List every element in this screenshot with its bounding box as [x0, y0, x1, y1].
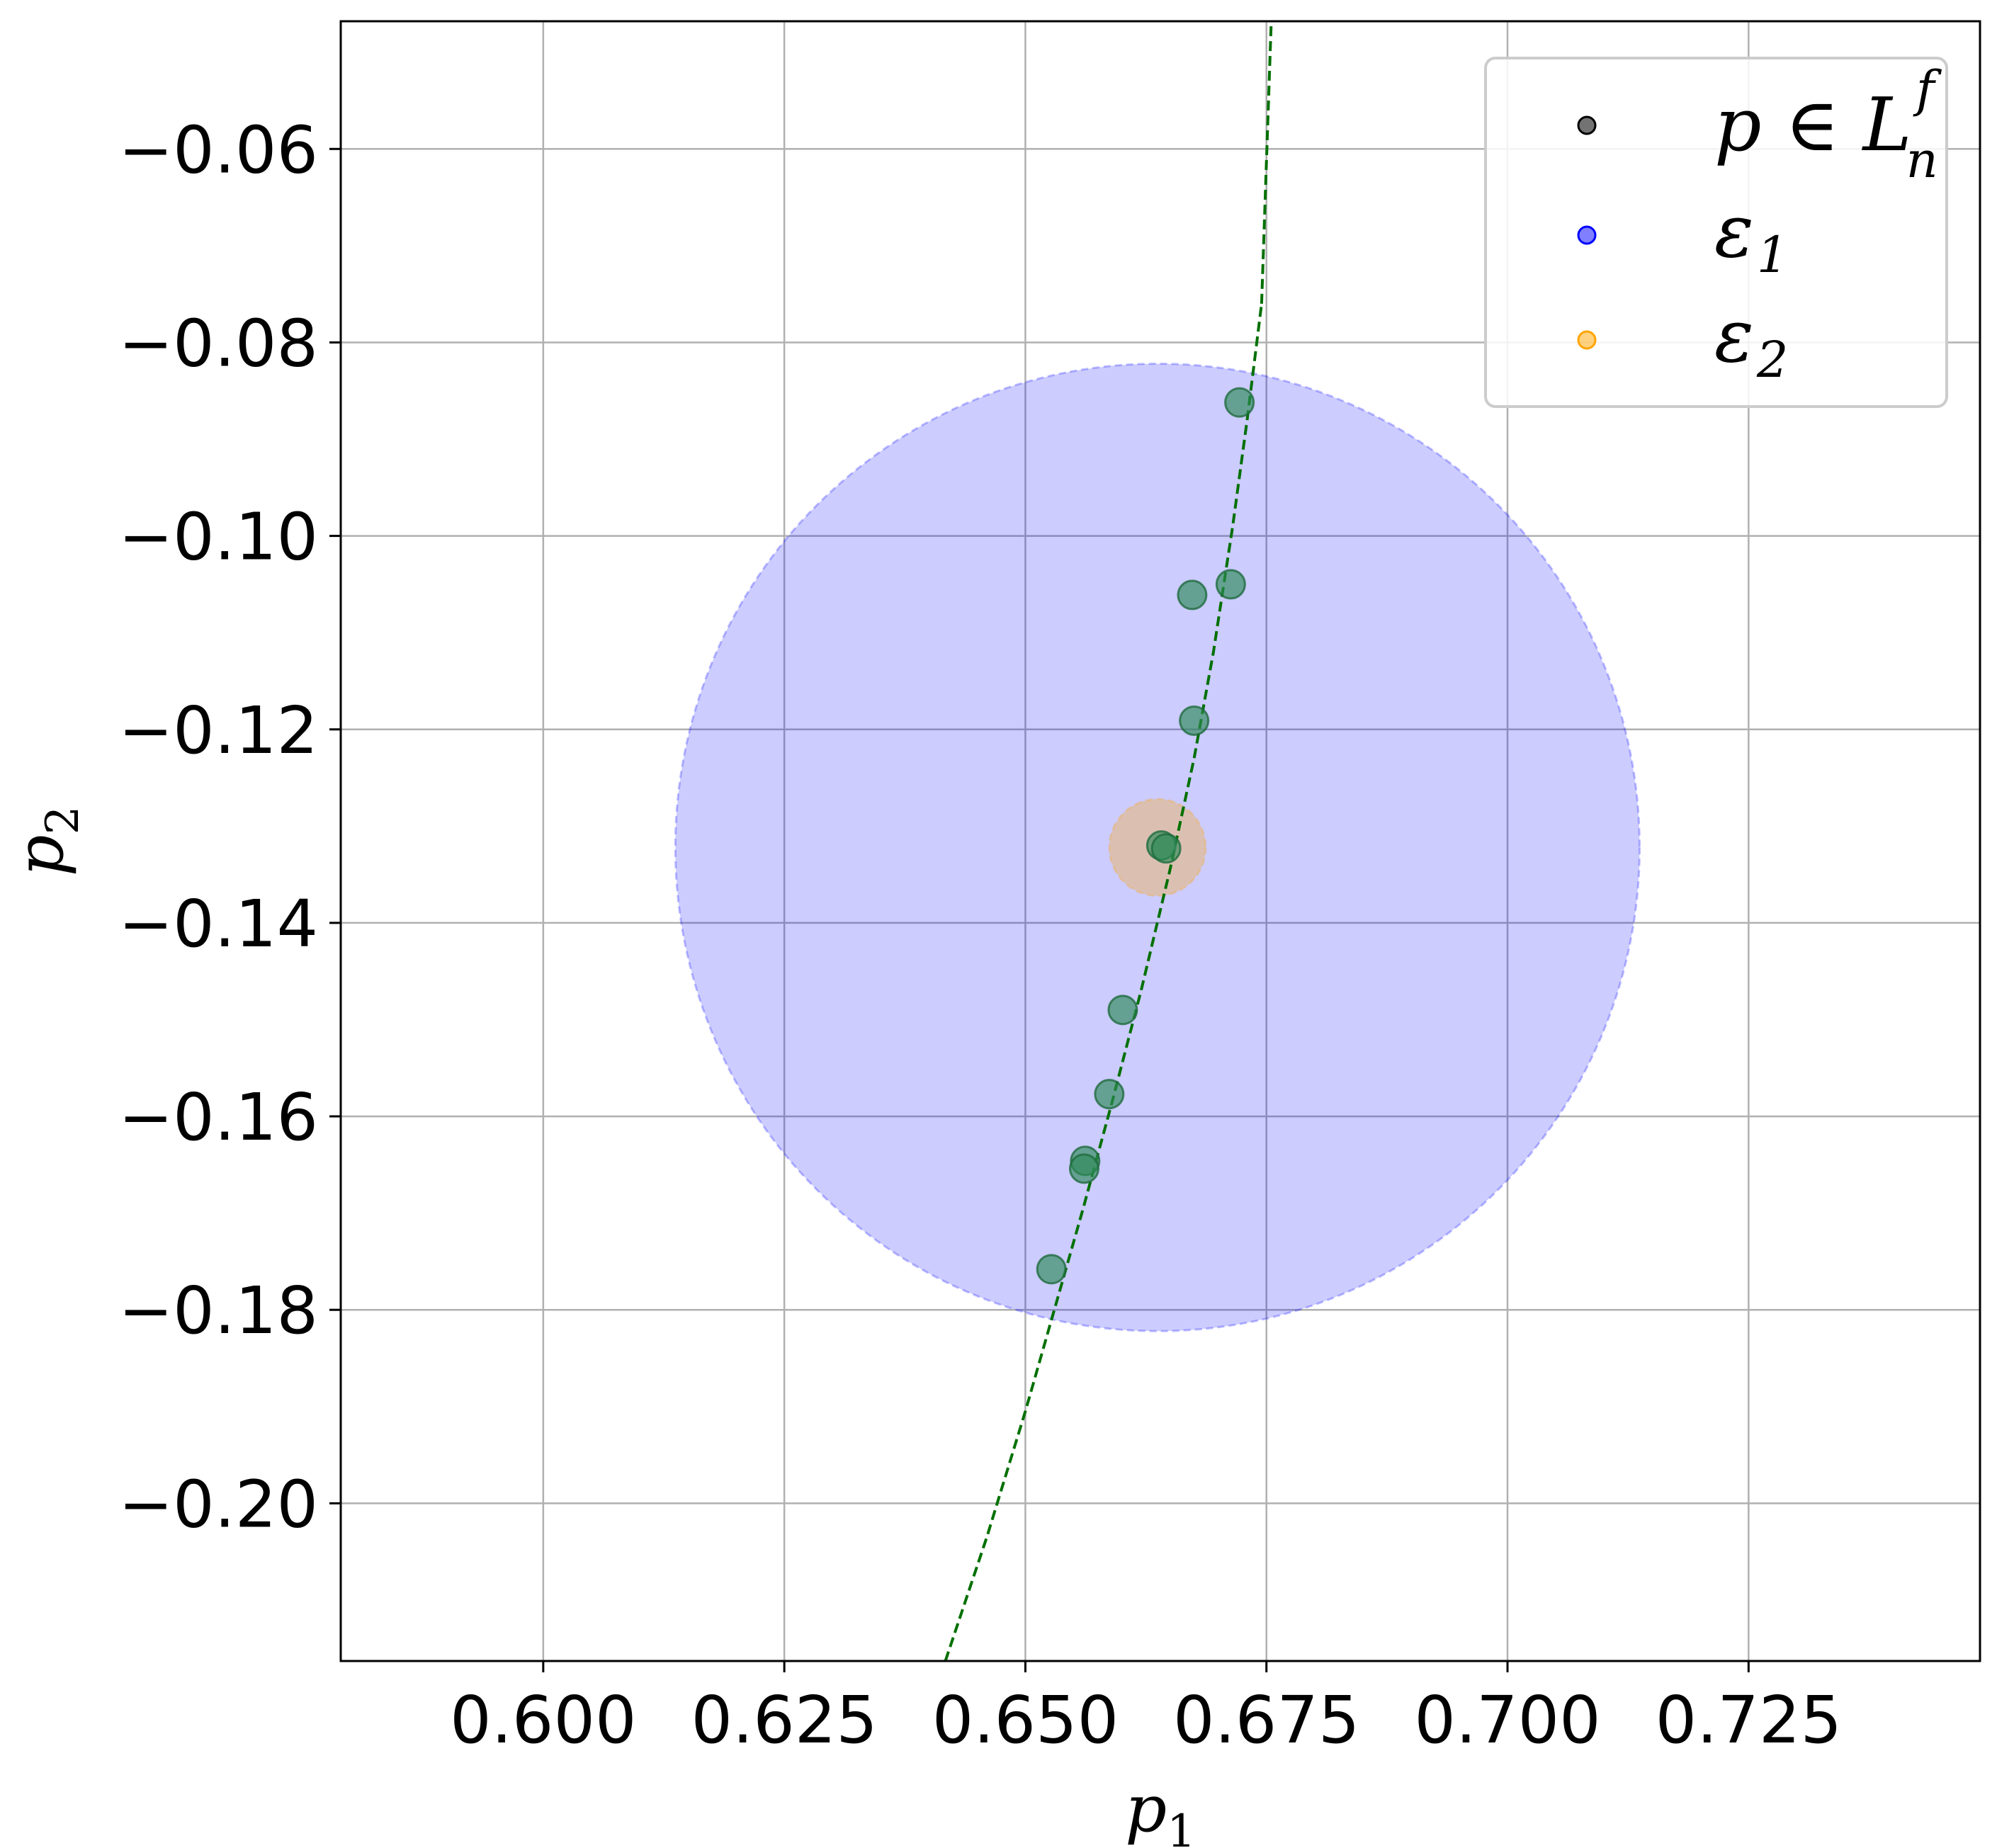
- fitted-curve-extension: [1260, 21, 1273, 304]
- data-point-10: [1036, 1254, 1067, 1285]
- x-axis-ticks: 0.600 0.625 0.650 0.675 0.700 0.725: [450, 1661, 1842, 1758]
- data-points: [1036, 387, 1255, 1285]
- legend-marker-epsilon-1: [1577, 225, 1597, 245]
- axes-border: [339, 20, 1981, 1662]
- data-point-3: [1179, 705, 1210, 736]
- legend-label-epsilon-2-main: ε: [1714, 293, 1754, 379]
- x-axis-title: p1: [1125, 1771, 1196, 1848]
- legend-label-points-main: p ∈ L: [1714, 81, 1912, 168]
- x-tick-label-4: 0.700: [1414, 1682, 1600, 1758]
- axes-frame: [339, 20, 1981, 1662]
- x-tick-label-5: 0.725: [1656, 1682, 1842, 1758]
- data-point-5: [1150, 833, 1182, 864]
- y-tick-label-3: −0.12: [118, 693, 318, 769]
- data-point-1: [1215, 569, 1246, 600]
- legend-label-points: p ∈ Lf n: [1714, 60, 1942, 189]
- legend-label-epsilon-1-main: ε: [1714, 188, 1754, 274]
- legend-label-epsilon-1: ε1: [1714, 188, 1788, 284]
- x-tick-label-3: 0.675: [1173, 1682, 1359, 1758]
- data-point-7: [1094, 1079, 1125, 1110]
- legend-label-epsilon-2: ε2: [1714, 293, 1788, 389]
- y-tick-label-7: −0.20: [118, 1466, 318, 1542]
- legend-box: [1484, 57, 1948, 408]
- y-tick-label-6: −0.18: [118, 1273, 318, 1349]
- y-axis-title-sub: 2: [37, 806, 89, 835]
- legend: p ∈ Lf n ε1 ε2: [1484, 57, 1948, 408]
- legend-marker-points: [1577, 115, 1597, 135]
- y-tick-label-1: −0.08: [118, 305, 318, 381]
- y-axis-ticks: −0.06 −0.08 −0.10 −0.12 −0.14 −0.16 −0.18 −0.20: [118, 112, 341, 1542]
- legend-marker-epsilon-2: [1577, 330, 1597, 350]
- y-tick-label-2: −0.10: [118, 499, 318, 575]
- fitted-curve-line: [944, 303, 1263, 1662]
- data-point-6: [1107, 994, 1138, 1026]
- x-tick-label-0: 0.600: [450, 1682, 636, 1758]
- y-axis-title-main: p: [2, 834, 78, 876]
- y-tick-label-4: −0.14: [118, 886, 318, 962]
- y-tick-label-5: −0.16: [118, 1079, 318, 1155]
- x-axis-title-main: p: [1125, 1771, 1167, 1847]
- data-point-0: [1224, 387, 1255, 418]
- x-axis-title-sub: 1: [1167, 1806, 1196, 1848]
- data-point-2: [1177, 579, 1208, 611]
- y-axis-title: p2: [2, 806, 89, 877]
- legend-label-epsilon-1-sub: 1: [1757, 226, 1789, 284]
- x-tick-label-1: 0.625: [691, 1682, 877, 1758]
- y-tick-label-0: −0.06: [118, 112, 318, 188]
- x-tick-label-2: 0.650: [932, 1682, 1119, 1758]
- data-point-9: [1068, 1153, 1099, 1184]
- legend-label-epsilon-2-sub: 2: [1756, 331, 1789, 389]
- fitted-curve: [944, 21, 1273, 1662]
- legend-label-points-sub: n: [1906, 131, 1938, 189]
